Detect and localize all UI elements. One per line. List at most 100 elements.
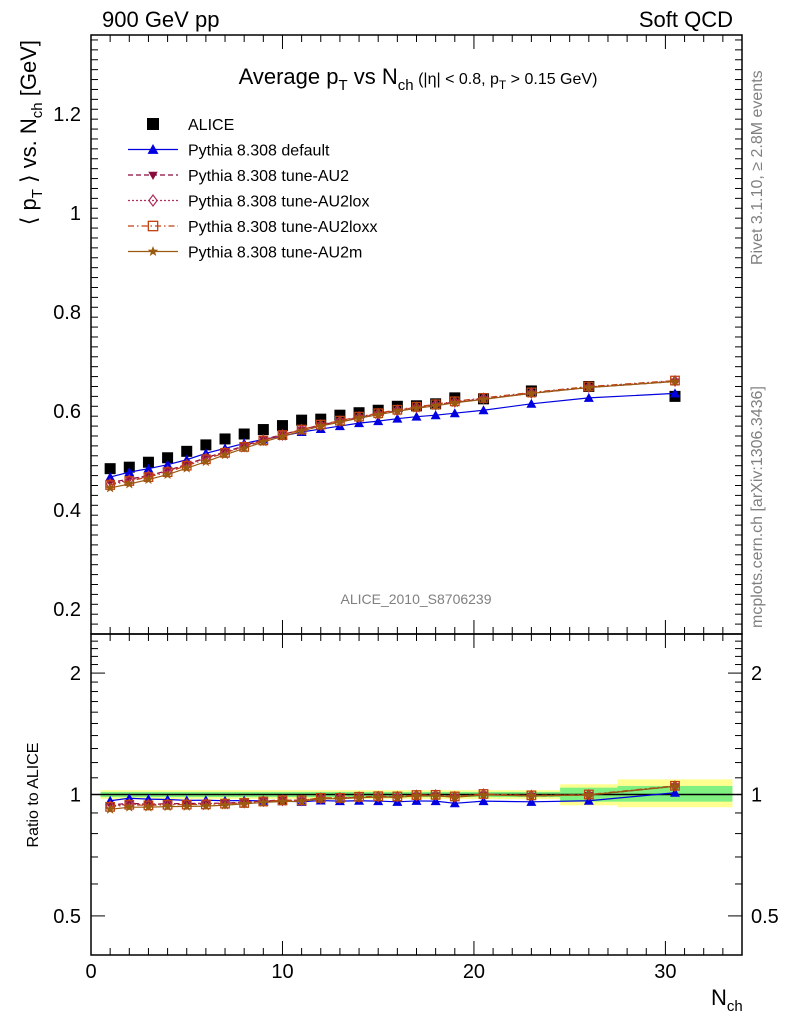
main-point-alice — [181, 445, 193, 457]
ratio-point-pythia-8-308-tune-au2m — [238, 798, 250, 809]
main-point-pythia-8-308-tune-au2m — [430, 400, 441, 411]
ratio-point-pythia-8-308-tune-au2m — [181, 800, 192, 811]
legend-marker-pythia-8-308-tune-au2lox — [148, 194, 158, 207]
ratio-point-pythia-8-308-tune-au2lox — [412, 789, 421, 802]
ratio-point-pythia-8-308-tune-au2lox — [373, 790, 383, 803]
main-point-pythia-8-308-tune-au2m — [200, 456, 212, 467]
main-point-pythia-8-308-default — [583, 392, 594, 402]
main-point-pythia-8-308-default — [430, 410, 441, 420]
x-tick-label: 0 — [85, 961, 96, 983]
main-point-pythia-8-308-tune-au2m — [277, 430, 288, 441]
xlabel-main: N — [711, 985, 727, 1010]
ratio-y-tick-label-right: 0.5 — [751, 906, 779, 928]
ratio-point-pythia-8-308-tune-au2m — [277, 795, 288, 806]
main-point-pythia-8-308-tune-au2lox — [354, 411, 364, 424]
main-point-pythia-8-308-tune-au2lox — [277, 428, 287, 441]
legend-marker-pythia-8-308-tune-au2 — [148, 171, 158, 180]
main-point-pythia-8-308-default — [478, 405, 489, 415]
ratio-point-pythia-8-308-tune-au2m — [449, 791, 461, 802]
header-right-label: Soft QCD — [639, 7, 733, 32]
main-point-alice — [296, 414, 308, 426]
ratio-y-tick-label: 0.5 — [53, 906, 81, 928]
main-point-alice — [257, 424, 269, 436]
legend-marker-alice — [147, 118, 159, 130]
main-point-alice — [142, 456, 154, 468]
main-point-alice — [162, 452, 174, 464]
title-cut-a: (|η| < 0.8, p — [414, 71, 499, 88]
main-point-pythia-8-308-default — [143, 463, 154, 473]
legend-marker-pythia-8-308-tune-au2m — [147, 246, 159, 256]
main-title: Average pT vs Nch (|η| < 0.8, pT > 0.15 … — [239, 64, 598, 94]
legend-marker-pythia-8-308-default — [147, 144, 159, 154]
ratio-point-pythia-8-308-tune-au2lox — [392, 790, 402, 803]
ratio-point-pythia-8-308-tune-au2lox — [354, 791, 364, 804]
header-left-label: 900 GeV pp — [102, 7, 219, 32]
ratio-point-pythia-8-308-tune-au2m — [372, 791, 384, 802]
main-point-pythia-8-308-tune-au2m — [296, 425, 307, 436]
title-vs-sub: ch — [398, 77, 414, 94]
ratio-point-pythia-8-308-tune-au2m — [430, 790, 441, 801]
main-point-pythia-8-308-default — [526, 398, 537, 408]
ratio-y-tick-label: 1 — [70, 785, 81, 807]
main-y-tick-label: 0.6 — [53, 401, 81, 423]
title-cut-b: > 0.15 GeV) — [506, 71, 597, 88]
main-point-pythia-8-308-tune-au2lox — [335, 415, 345, 428]
title-cut-sub: T — [499, 78, 507, 92]
main-y-tick-label: 0.4 — [53, 500, 81, 522]
title-main: Average p — [239, 64, 339, 89]
ratio-point-pythia-8-308-tune-au2m — [315, 793, 326, 804]
title-main-sub: T — [339, 77, 348, 94]
main-point-pythia-8-308-tune-au2m — [478, 393, 489, 404]
main-point-alice — [276, 420, 288, 432]
main-point-pythia-8-308-tune-au2m — [104, 482, 116, 493]
main-point-pythia-8-308-default — [411, 411, 422, 421]
ratio-point-pythia-8-308-tune-au2m — [583, 789, 595, 800]
ratio-point-pythia-8-308-tune-au2lox — [584, 788, 594, 801]
x-axis-label: Nch — [711, 985, 743, 1015]
main-point-pythia-8-308-tune-au2lox — [479, 392, 489, 405]
main-y-axis-label: ⟨ pT ⟩ vs. Nch [GeV] — [16, 40, 46, 225]
main-point-pythia-8-308-default — [373, 416, 384, 426]
title-vs: vs N — [348, 64, 398, 89]
legend-label-pythia-8-308-tune-au2loxx: Pythia 8.308 tune-AU2loxx — [188, 219, 377, 236]
main-point-pythia-8-308-tune-au2m — [372, 409, 384, 420]
ratio-point-pythia-8-308-tune-au2lox — [670, 780, 680, 793]
ratio-point-pythia-8-308-tune-au2m — [200, 800, 212, 811]
ratio-point-pythia-8-308-tune-au2m — [392, 791, 403, 802]
main-point-pythia-8-308-tune-au2lox — [450, 395, 460, 408]
legend-marker-pythia-8-308-tune-au2loxx — [147, 220, 159, 232]
ratio-point-pythia-8-308-tune-au2lox — [431, 789, 441, 802]
ratio-y-tick-label-right: 2 — [751, 663, 762, 685]
main-point-alice — [219, 433, 231, 445]
ratio-point-pythia-8-308-tune-au2m — [143, 801, 154, 812]
main-point-pythia-8-308-tune-au2lox — [526, 386, 536, 399]
legend-label-pythia-8-308-default: Pythia 8.308 default — [188, 143, 330, 160]
ratio-point-pythia-8-308-tune-au2lox — [297, 794, 307, 807]
main-point-pythia-8-308-tune-au2lox — [316, 419, 326, 432]
mcplots-source-label: mcplots.cern.ch [arXiv:1306.3436] — [749, 386, 766, 628]
main-point-pythia-8-308-tune-au2m — [392, 405, 403, 416]
x-tick-label: 10 — [271, 961, 293, 983]
main-point-pythia-8-308-tune-au2lox — [670, 375, 680, 388]
main-point-pythia-8-308-default — [105, 472, 116, 482]
ratio-point-pythia-8-308-tune-au2loxx — [181, 799, 192, 810]
main-point-pythia-8-308-tune-au2m — [411, 402, 422, 413]
main-point-pythia-8-308-default — [124, 467, 135, 477]
ratio-point-pythia-8-308-tune-au2m — [258, 796, 269, 807]
ratio-point-pythia-8-308-tune-au2m — [162, 801, 173, 812]
main-point-alice — [200, 439, 212, 451]
ylabel-b: ⟩ vs. N — [16, 118, 41, 189]
rivet-version-label: Rivet 3.1.10, ≥ 2.8M events — [749, 70, 766, 265]
xlabel-sub: ch — [727, 998, 743, 1015]
ylabel-a: ⟨ p — [16, 198, 41, 225]
main-point-pythia-8-308-tune-au2m — [449, 397, 461, 408]
ylabel-a-sub: T — [29, 189, 46, 198]
ratio-point-pythia-8-308-default — [449, 798, 460, 808]
legend-label-pythia-8-308-tune-au2: Pythia 8.308 tune-AU2 — [188, 168, 349, 185]
main-point-pythia-8-308-tune-au2m — [526, 387, 537, 398]
main-point-pythia-8-308-tune-au2m — [162, 469, 173, 480]
ratio-point-pythia-8-308-tune-au2lox — [335, 792, 345, 805]
ratio-y-tick-label-right: 1 — [751, 785, 762, 807]
ratio-y-axis-label: Ratio to ALICE — [25, 743, 42, 848]
main-y-tick-label: 1 — [70, 203, 81, 225]
